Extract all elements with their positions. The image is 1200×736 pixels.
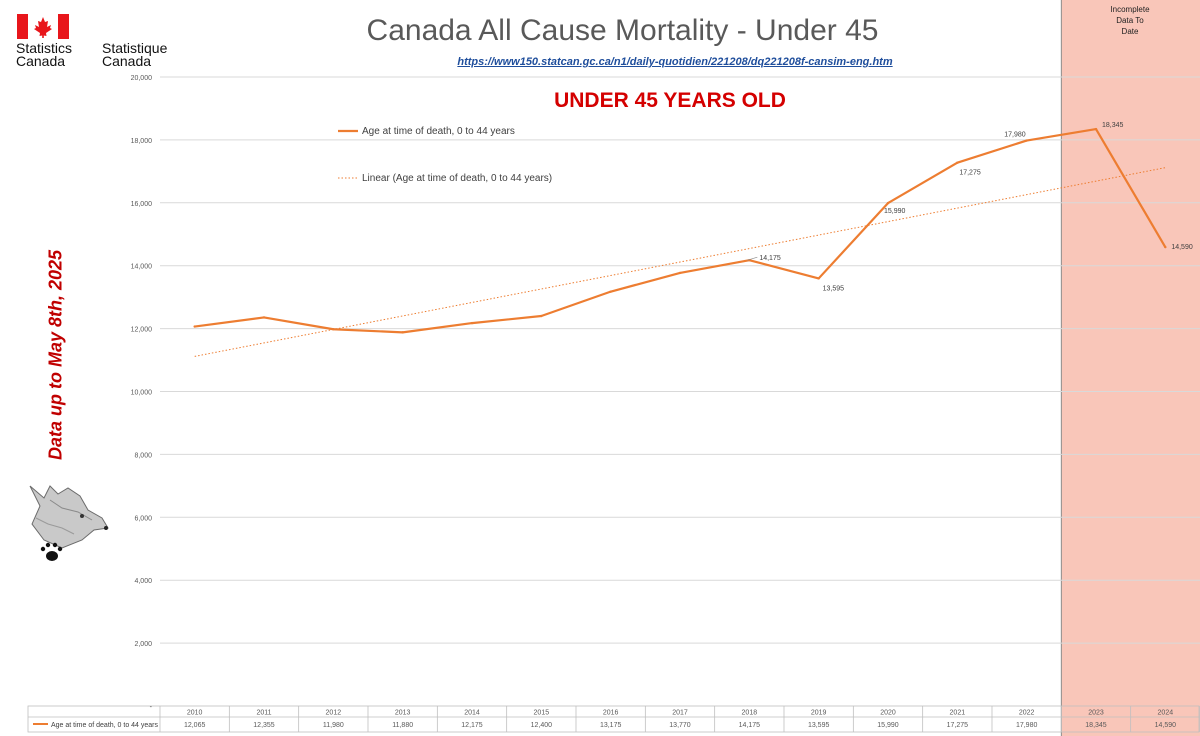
data-point <box>886 201 890 205</box>
data-table-cell: 17,980 <box>1016 722 1038 729</box>
trendline <box>194 167 1166 357</box>
y-tick-label: 4,000 <box>134 578 152 585</box>
data-table-cell: 12,400 <box>531 722 553 729</box>
x-tick-label: 2017 <box>672 710 688 717</box>
data-table-cell: 15,990 <box>877 722 899 729</box>
data-label: 14,590 <box>1171 244 1193 251</box>
statcan-logo: Statistics Canada Statistique Canada <box>14 14 184 70</box>
x-tick-label: 2019 <box>811 710 827 717</box>
data-table-cell: 14,175 <box>739 722 761 729</box>
canada-flag-icon <box>17 14 69 39</box>
incomplete-data-label: Incomplete Data To Date <box>1110 5 1150 36</box>
data-table-cell: 13,175 <box>600 722 622 729</box>
x-tick-label: 2024 <box>1158 710 1174 717</box>
x-tick-label: 2016 <box>603 710 619 717</box>
data-point <box>956 161 959 164</box>
data-label: 18,345 <box>1102 122 1124 129</box>
x-tick-label: 2010 <box>187 710 203 717</box>
y-tick-label: 2,000 <box>134 641 152 648</box>
data-table-cell: 11,980 <box>323 722 344 729</box>
y-tick-label: 14,000 <box>131 264 153 271</box>
x-tick-label: 2021 <box>950 710 966 717</box>
data-point <box>540 314 543 318</box>
data-point <box>817 277 820 280</box>
x-tick-label: 2018 <box>742 710 758 717</box>
data-point <box>193 325 196 328</box>
data-table-cell: 18,345 <box>1085 722 1107 729</box>
x-tick-label: 2015 <box>534 710 550 717</box>
data-table-cell: 12,175 <box>461 722 483 729</box>
data-label: 13,595 <box>823 285 845 292</box>
data-label-leader <box>747 256 758 261</box>
data-point <box>1164 245 1167 249</box>
data-point <box>332 328 335 331</box>
data-label: 17,275 <box>959 170 981 177</box>
chart-subtitle: UNDER 45 YEARS OLD <box>554 89 786 112</box>
data-point <box>609 290 612 293</box>
y-tick-label: 16,000 <box>131 201 153 208</box>
data-point <box>262 316 266 319</box>
y-tick-label: 8,000 <box>134 452 152 459</box>
source-link[interactable]: https://www150.statcan.gc.ca/n1/daily-qu… <box>457 56 893 68</box>
y-tick-label: 10,000 <box>131 390 153 397</box>
y-tick-label: 12,000 <box>131 327 153 334</box>
series-line <box>194 127 1167 334</box>
incomplete-data-shade <box>1061 0 1200 736</box>
x-tick-label: 2023 <box>1088 710 1104 717</box>
data-point <box>401 331 404 334</box>
data-table-cell: 17,275 <box>947 722 969 729</box>
data-point <box>1094 127 1098 131</box>
data-table-border <box>27 705 1200 733</box>
data-table-cell: 13,770 <box>669 722 691 729</box>
y-tick-label: 20,000 <box>131 75 153 82</box>
data-label: 14,175 <box>759 255 781 262</box>
y-tick-label: - <box>150 704 153 711</box>
data-label: 17,980 <box>1004 132 1026 139</box>
x-tick-label: 2014 <box>464 710 480 717</box>
chart-title: Canada All Cause Mortality - Under 45 <box>366 14 879 47</box>
y-tick-label: 18,000 <box>131 138 153 145</box>
logo-text-english: Statistics Canada <box>16 40 73 69</box>
x-tick-label: 2011 <box>256 710 271 717</box>
data-label: 15,990 <box>884 208 906 215</box>
x-tick-label: 2020 <box>880 710 896 717</box>
y-tick-label: 6,000 <box>134 515 152 522</box>
data-point <box>678 271 682 275</box>
data-table-cell: 12,065 <box>184 722 206 729</box>
legend-series-label: Age at time of death, 0 to 44 years <box>362 126 515 137</box>
logo-text-french: Statistique Canada <box>102 40 168 69</box>
data-table-series-label: Age at time of death, 0 to 44 years <box>51 722 159 729</box>
data-point <box>470 321 474 325</box>
data-point <box>1025 139 1028 142</box>
side-note-text: Data up to May 8th, 2025 <box>45 249 66 461</box>
wolf-logo-icon <box>29 485 109 561</box>
data-table-cell: 13,595 <box>808 722 830 729</box>
data-table-cell: 12,355 <box>253 722 275 729</box>
x-tick-label: 2022 <box>1019 710 1035 717</box>
legend-trend-label: Linear (Age at time of death, 0 to 44 ye… <box>362 173 552 184</box>
data-table-cell: 14,590 <box>1155 722 1177 729</box>
data-table-cell: 11,880 <box>392 722 413 729</box>
x-tick-label: 2013 <box>395 710 411 717</box>
x-tick-label: 2012 <box>326 710 342 717</box>
